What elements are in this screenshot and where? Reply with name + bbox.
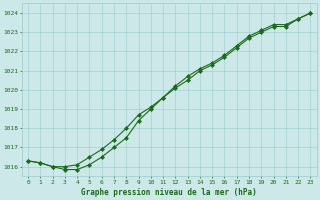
X-axis label: Graphe pression niveau de la mer (hPa): Graphe pression niveau de la mer (hPa) — [81, 188, 257, 197]
